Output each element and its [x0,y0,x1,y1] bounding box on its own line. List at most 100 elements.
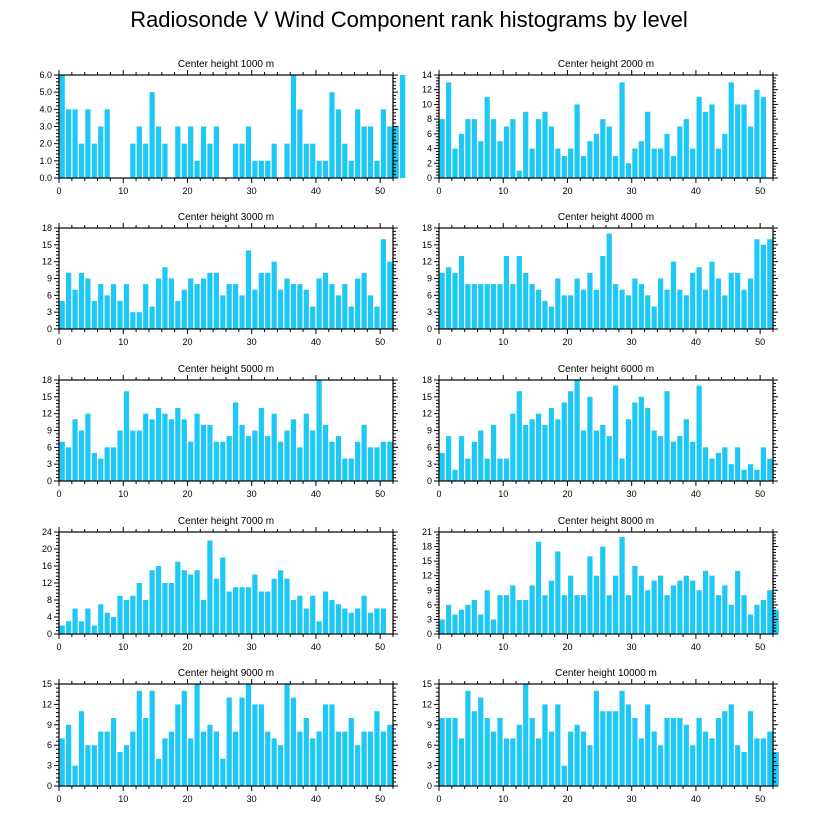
bar [587,396,593,481]
bar [348,458,354,481]
bar [265,160,271,178]
bar [709,261,715,329]
bar [690,441,696,481]
bar [85,745,91,786]
bar [548,580,555,634]
bar [252,430,258,481]
bar [162,738,168,786]
bar [200,731,207,786]
bar [613,284,619,329]
histogram-panel-5: Center height 5000 m 0 10 20 30 40 50 0 3 6 9 12 15 1… [42,364,398,499]
bar [677,436,683,481]
bar [374,711,380,786]
y-tick-label: 0 [47,629,52,639]
x-tick-label: 30 [247,489,257,499]
y-tick-label: 20 [42,544,52,554]
bar [548,306,555,329]
bar [175,408,181,481]
bar [632,718,638,786]
x-tick-label: 10 [118,186,128,196]
bar [580,731,587,786]
bar [478,614,484,634]
bar [168,419,175,481]
bar [59,75,65,178]
bar [284,684,290,786]
x-tick-label: 20 [182,642,192,652]
bar [619,289,625,329]
bar [471,284,477,329]
bar [136,126,142,178]
x-tick-label: 0 [56,186,61,196]
bar [600,256,606,329]
bar [310,738,316,786]
bar [696,590,702,634]
x-tick-label: 30 [627,337,637,347]
bar [535,738,542,786]
bar [143,718,149,786]
bar [606,711,612,786]
bar [574,724,580,786]
bar [728,82,734,178]
x-tick-label: 20 [562,794,572,804]
bar [452,272,458,329]
y-tick-label: 15 [42,679,52,689]
bar [123,284,130,329]
histogram-panel-6: Center height 6000 m 0 10 20 30 40 50 0 3 6 9 12 15 1… [422,364,778,499]
bar [78,430,85,481]
bar [342,143,348,178]
bar [664,718,670,786]
y-tick-label: 15 [422,679,432,689]
x-tick-label: 30 [627,489,637,499]
bar [625,163,632,178]
bar [542,424,548,481]
bar [542,300,548,329]
y-tick-label: 0 [427,781,432,791]
bar [638,141,644,178]
x-tick-label: 0 [436,186,441,196]
bar [657,278,664,329]
bar [59,441,65,481]
x-tick-label: 30 [627,186,637,196]
bar [322,591,329,634]
bar [548,731,555,786]
x-tick-label: 50 [755,642,765,652]
bar [497,284,503,329]
bar [735,104,741,178]
bar [773,752,779,786]
bar [606,436,612,481]
y-tick-label: 21 [422,527,432,537]
bar [213,441,219,481]
y-tick-label: 3 [47,459,52,469]
y-tick-label: 12 [422,409,432,419]
bar [580,595,587,634]
bar [600,711,606,786]
bar [741,289,747,329]
bar [465,284,471,329]
bar [136,430,142,481]
bar [664,289,670,329]
bar [600,546,606,634]
bar [220,295,226,329]
bar [613,155,619,178]
bar [367,126,374,178]
x-tick-label: 40 [311,642,321,652]
bar [348,718,354,786]
bar [284,578,290,634]
bar [523,424,529,481]
bar [767,458,773,481]
bar [348,306,354,329]
bar [85,278,91,329]
y-tick-label: 6 [427,600,432,610]
bar [702,111,709,178]
bar [747,614,754,634]
bar [355,109,361,178]
bar [580,155,587,178]
bar [484,284,490,329]
bar [380,239,386,329]
bar [252,160,258,178]
bar [374,160,380,178]
bar [709,575,715,634]
bar [535,413,542,481]
bar [117,595,123,634]
bar [728,704,734,786]
